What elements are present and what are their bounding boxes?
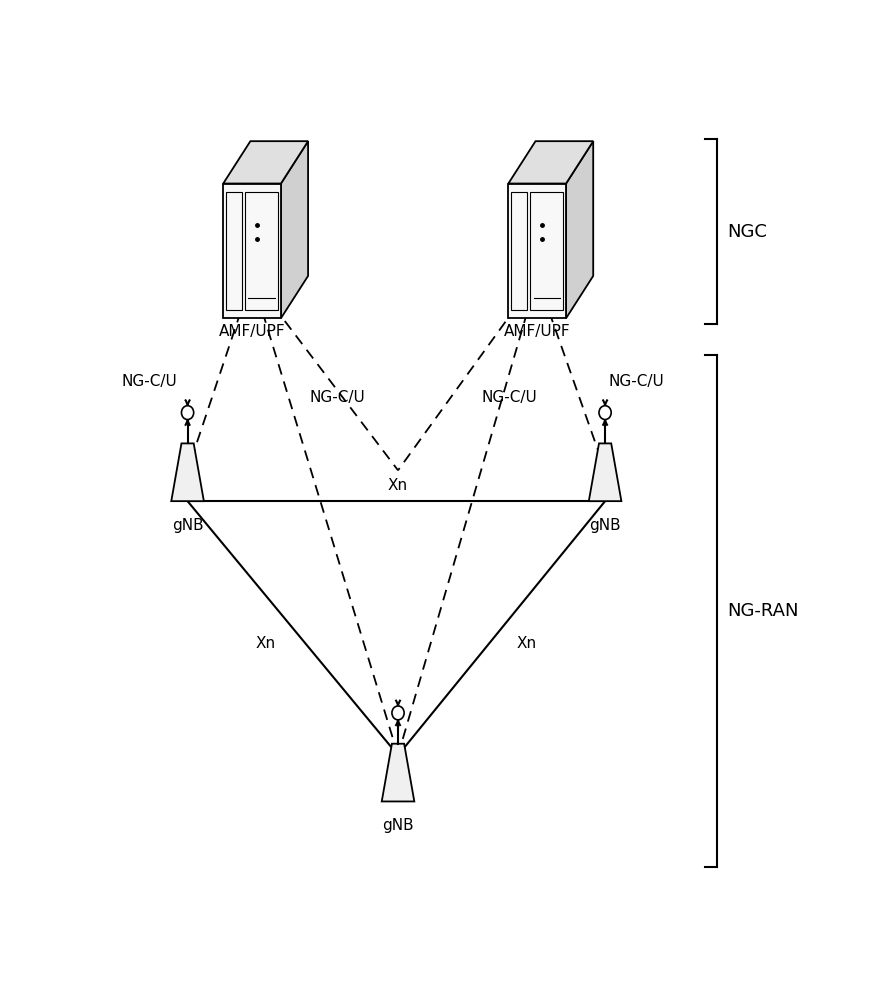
Polygon shape [508, 141, 593, 184]
Text: NG-C/U: NG-C/U [122, 374, 177, 389]
Text: NG-C/U: NG-C/U [482, 390, 537, 405]
Text: NG-RAN: NG-RAN [727, 602, 799, 620]
Text: Xn: Xn [388, 478, 408, 493]
Text: gNB: gNB [590, 518, 621, 533]
Polygon shape [223, 141, 308, 184]
Circle shape [181, 406, 194, 420]
Polygon shape [566, 141, 593, 318]
Bar [225, 192, 242, 310]
Bar [530, 192, 563, 310]
Bar [511, 192, 526, 310]
Polygon shape [172, 443, 204, 501]
Text: Xn: Xn [517, 636, 537, 651]
Polygon shape [281, 141, 308, 318]
Text: NGC: NGC [727, 223, 767, 241]
Text: gNB: gNB [172, 518, 203, 533]
Text: AMF/UPF: AMF/UPF [219, 324, 286, 339]
Circle shape [599, 406, 611, 420]
Text: AMF/UPF: AMF/UPF [504, 324, 570, 339]
Polygon shape [589, 443, 621, 501]
Bar [508, 184, 566, 318]
Circle shape [392, 706, 404, 720]
Text: Xn: Xn [256, 636, 276, 651]
Polygon shape [382, 744, 414, 801]
Text: NG-C/U: NG-C/U [310, 390, 365, 405]
Bar [223, 184, 281, 318]
Bar [245, 192, 278, 310]
Text: NG-C/U: NG-C/U [609, 374, 664, 389]
Text: gNB: gNB [382, 818, 413, 833]
